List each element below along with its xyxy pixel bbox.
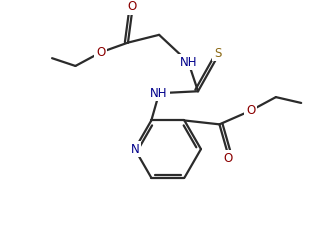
Text: NH: NH <box>180 56 197 69</box>
Text: O: O <box>127 0 137 13</box>
Text: O: O <box>96 46 105 59</box>
Text: O: O <box>246 104 255 117</box>
Text: S: S <box>214 47 221 60</box>
Text: O: O <box>224 152 233 165</box>
Text: N: N <box>130 143 139 156</box>
Text: NH: NH <box>150 87 168 100</box>
